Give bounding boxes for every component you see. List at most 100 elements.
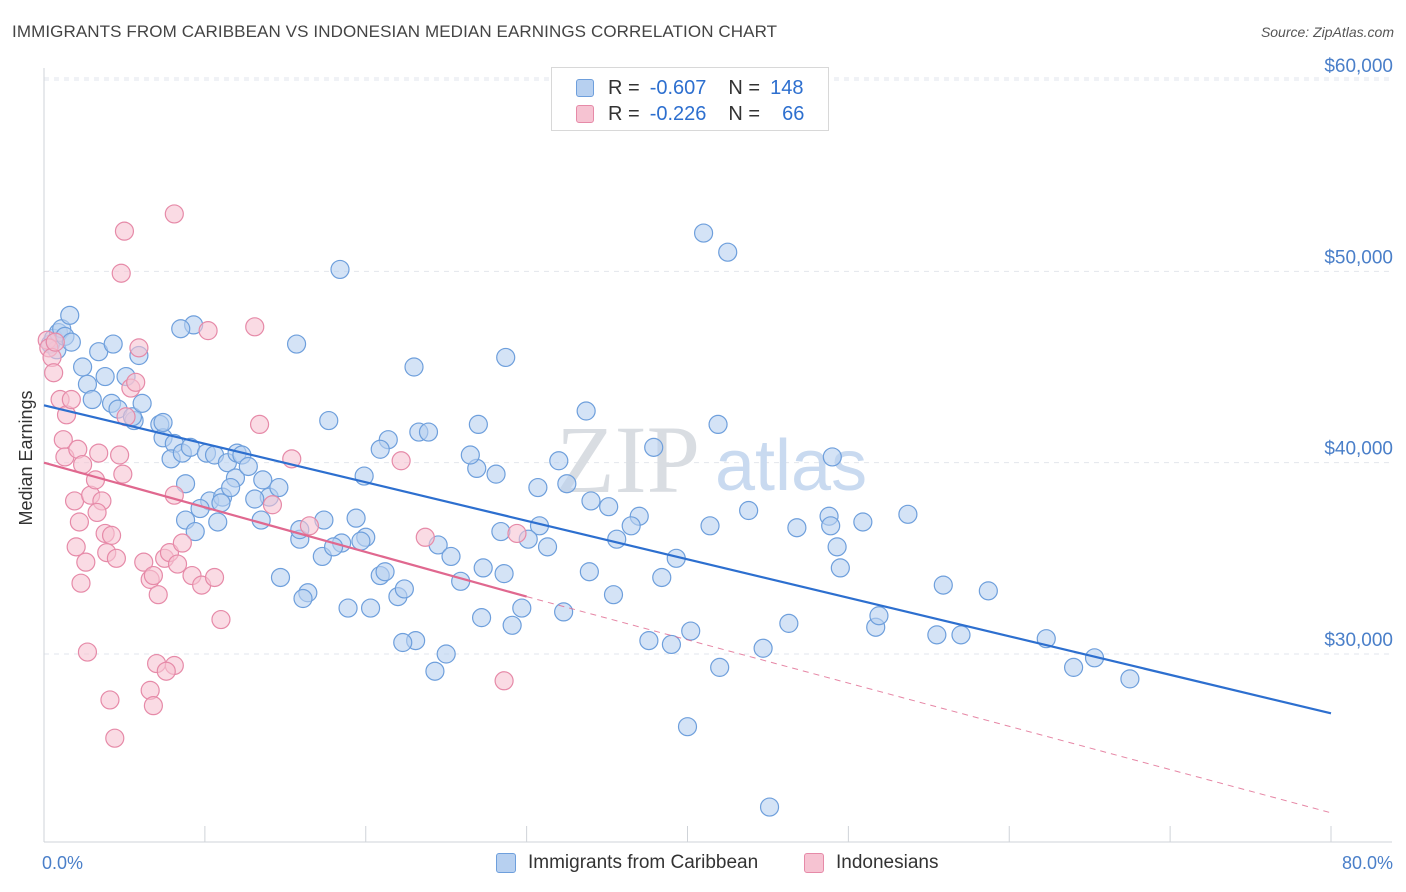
data-point-pink: [249, 414, 270, 434]
watermark-atlas: atlas: [715, 426, 867, 506]
data-point-blue: [393, 632, 413, 653]
data-point-pink: [391, 451, 411, 471]
data-point-pink: [76, 552, 96, 572]
data-point-blue: [853, 512, 873, 532]
legend-r-value: -0.607: [649, 76, 707, 99]
data-point-blue: [346, 508, 366, 528]
data-point-pink: [156, 661, 176, 681]
data-point-blue: [822, 447, 842, 467]
data-point-blue: [759, 797, 780, 817]
data-point-blue: [351, 531, 371, 551]
source-label: Source: ZipAtlas.com: [1260, 24, 1394, 40]
data-point-blue: [338, 598, 358, 618]
legend-n-label: N =: [728, 76, 761, 99]
data-point-pink: [114, 221, 135, 241]
data-point-blue: [708, 414, 728, 434]
data-point-pink: [77, 642, 98, 662]
data-point-pink: [148, 585, 168, 605]
legend-r-label: R =: [608, 76, 640, 99]
data-point-blue: [718, 242, 738, 262]
data-point-pink: [134, 552, 154, 572]
x-tick-label: 80.0%: [1342, 853, 1393, 873]
data-point-blue: [700, 516, 720, 536]
data-point-blue: [95, 366, 115, 387]
data-point-blue: [473, 558, 493, 578]
data-point-blue: [710, 657, 730, 677]
data-point-blue: [827, 537, 847, 557]
data-point-blue: [753, 638, 773, 658]
data-point-blue: [270, 567, 291, 588]
data-point-pink: [172, 533, 192, 553]
data-point-pink: [89, 443, 109, 463]
data-point-blue: [644, 437, 664, 457]
data-point-blue: [82, 389, 102, 410]
data-point-blue: [933, 575, 953, 595]
data-point-blue: [537, 537, 558, 557]
data-point-blue: [898, 504, 918, 524]
data-point-blue: [253, 470, 273, 490]
data-point-blue: [425, 661, 445, 681]
legend-r-value: -0.226: [649, 102, 707, 125]
data-point-blue: [978, 581, 998, 601]
data-point-blue: [512, 598, 532, 618]
legend-swatch-pink: [576, 105, 594, 123]
data-point-blue: [185, 521, 205, 542]
data-point-blue: [494, 564, 514, 584]
data-point-pink: [164, 204, 184, 224]
data-point-blue: [394, 579, 414, 599]
data-point-pink: [66, 537, 86, 557]
data-point-blue: [175, 474, 196, 494]
data-point-blue: [951, 625, 971, 645]
data-point-blue: [451, 571, 471, 591]
data-point-pink: [211, 609, 231, 630]
data-point-blue: [652, 567, 672, 588]
data-point-blue: [132, 393, 152, 413]
watermark: ZIP atlas: [556, 406, 867, 513]
data-point-blue: [869, 606, 889, 626]
y-tick-label: $60,000: [1324, 56, 1393, 77]
bottom-legend-label-indonesians: Indonesians: [836, 852, 939, 873]
data-point-blue: [360, 598, 381, 618]
data-point-pink: [198, 321, 218, 341]
data-point-blue: [554, 602, 574, 622]
chart-title: IMMIGRANTS FROM CARIBBEAN VS INDONESIAN …: [12, 22, 778, 41]
series-blue: [40, 223, 1140, 817]
data-point-pink: [415, 527, 435, 547]
data-point-blue: [528, 477, 548, 498]
data-point-blue: [171, 319, 191, 339]
legend-r-label: R =: [608, 102, 640, 125]
data-point-pink: [100, 690, 120, 710]
data-point-blue: [221, 477, 241, 498]
data-point-blue: [557, 474, 577, 494]
data-point-pink: [111, 263, 131, 283]
y-axis-label: Median Earnings: [16, 390, 36, 525]
correlation-legend: R = -0.607 N = 148 R = -0.226 N = 66: [551, 67, 829, 131]
trend-line-caribbean: [43, 404, 1332, 715]
legend-n-label: N =: [728, 102, 761, 125]
data-point-blue: [319, 410, 339, 431]
data-points: [37, 204, 1140, 817]
data-point-blue: [370, 439, 390, 459]
data-point-blue: [502, 615, 522, 635]
data-point-blue: [603, 585, 624, 605]
data-point-blue: [441, 546, 461, 567]
bottom-legend-swatch-blue: [496, 853, 516, 873]
data-point-blue: [821, 516, 841, 536]
legend-row-caribbean: R = -0.607 N = 148: [576, 75, 803, 101]
data-point-blue: [639, 631, 659, 651]
data-point-pink: [105, 728, 125, 748]
data-point-blue: [486, 464, 506, 484]
data-point-blue: [607, 529, 627, 549]
data-point-blue: [436, 644, 456, 664]
data-point-pink: [106, 548, 126, 568]
data-point-blue: [468, 414, 488, 434]
data-point-blue: [286, 334, 307, 354]
data-point-pink: [167, 554, 188, 574]
data-point-pink: [262, 495, 283, 515]
legend-row-indonesians: R = -0.226 N = 66: [576, 101, 804, 127]
data-point-pink: [494, 671, 514, 691]
bottom-legend-swatch-pink: [804, 853, 824, 873]
legend-n-value: 148: [770, 76, 804, 99]
data-point-pink: [101, 525, 122, 545]
data-point-pink: [87, 502, 107, 523]
